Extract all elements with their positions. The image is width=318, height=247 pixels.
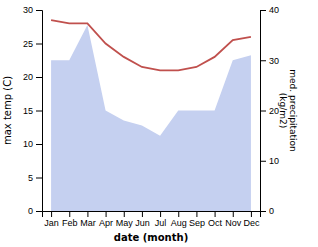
tick-mark bbox=[106, 211, 107, 217]
tick-mark bbox=[36, 178, 42, 179]
tick: Nov bbox=[225, 211, 242, 228]
tick-label: 15 bbox=[23, 106, 33, 116]
axis-line bbox=[36, 11, 43, 212]
tick-label: 40 bbox=[269, 5, 279, 15]
tick-label: May bbox=[116, 218, 134, 228]
tick: 0 bbox=[28, 206, 42, 216]
tick-mark bbox=[233, 211, 234, 217]
tick-label: 20 bbox=[269, 106, 279, 116]
tick: 20 bbox=[260, 106, 279, 116]
tick: May bbox=[116, 211, 134, 228]
tick-mark bbox=[178, 211, 179, 217]
tick-mark bbox=[36, 77, 42, 78]
tick-label: 10 bbox=[23, 139, 33, 149]
y-axis-title: max temp (C) bbox=[2, 76, 13, 145]
tick-label: 5 bbox=[28, 173, 33, 183]
y2-axis-title-line: med. precipitation bbox=[288, 69, 298, 151]
tick-label: Aug bbox=[171, 218, 187, 228]
tick-mark bbox=[36, 10, 42, 11]
tick-mark bbox=[87, 211, 88, 217]
tick-mark bbox=[260, 60, 266, 61]
tick-mark bbox=[124, 211, 125, 217]
marks bbox=[51, 20, 251, 211]
x-axis: JanFebMarAprMayJun Jul AugSepOctNovDec bbox=[43, 211, 261, 228]
tick-label: 30 bbox=[269, 56, 279, 66]
tick-label: Feb bbox=[62, 218, 78, 228]
tick-label: Nov bbox=[225, 218, 242, 228]
tick: Jan bbox=[44, 211, 59, 228]
tick: Jun bbox=[135, 211, 150, 228]
tick-mark bbox=[251, 211, 252, 217]
tick-label: Mar bbox=[80, 218, 96, 228]
tick-label: 20 bbox=[23, 72, 33, 82]
tick: Oct bbox=[208, 211, 223, 228]
axis-line bbox=[261, 11, 267, 212]
tick: Feb bbox=[62, 211, 78, 228]
y-axis: 0 5 10 15 20 25 30 bbox=[23, 5, 43, 216]
tick-label: 0 bbox=[28, 206, 33, 216]
tick: Aug bbox=[171, 211, 187, 228]
tick-mark bbox=[260, 161, 266, 162]
tick: Dec bbox=[243, 211, 260, 228]
tick: 0 bbox=[260, 206, 274, 216]
tick: Mar bbox=[80, 211, 96, 228]
tick: 20 bbox=[23, 72, 42, 82]
tick-mark bbox=[215, 211, 216, 217]
tick-mark bbox=[160, 211, 161, 217]
tick: Sep bbox=[189, 211, 205, 228]
tick: Apr bbox=[99, 211, 113, 228]
tick-mark bbox=[51, 211, 52, 217]
tick: 10 bbox=[23, 139, 42, 149]
tick-mark bbox=[36, 211, 42, 212]
tick-label: Jul bbox=[155, 218, 167, 228]
line bbox=[51, 20, 251, 70]
tick-label: 30 bbox=[23, 5, 33, 15]
tick: 15 bbox=[23, 106, 42, 116]
tick-label: Sep bbox=[189, 218, 205, 228]
tick-label: Oct bbox=[208, 218, 223, 228]
y2-axis-title: med. precipitation(kg/m2) bbox=[278, 69, 298, 151]
tick: 40 bbox=[260, 5, 279, 15]
y2-axis-title-line: (kg/m2) bbox=[278, 93, 288, 128]
tick: Jul bbox=[155, 211, 167, 228]
x-axis-title: date (month) bbox=[114, 232, 188, 243]
tick: 30 bbox=[260, 56, 279, 66]
tick-mark bbox=[260, 111, 266, 112]
tick: 5 bbox=[28, 173, 42, 183]
tick-mark bbox=[36, 111, 42, 112]
tick-label: 10 bbox=[269, 156, 279, 166]
tick-mark bbox=[36, 144, 42, 145]
tick-mark bbox=[196, 211, 197, 217]
tick: 10 bbox=[260, 156, 279, 166]
tick-label: Apr bbox=[99, 218, 113, 228]
tick-mark bbox=[260, 211, 266, 212]
tick-mark bbox=[142, 211, 143, 217]
axis-line bbox=[43, 212, 261, 218]
tick-label: 0 bbox=[269, 206, 274, 216]
tick: 25 bbox=[23, 39, 42, 49]
area bbox=[51, 25, 251, 211]
y2-axis: 0 10 20 30 40 bbox=[260, 5, 279, 216]
plot-area: JanFebMarAprMayJun Jul AugSepOctNovDec 0 5 10… bbox=[23, 5, 279, 228]
tick-label: 25 bbox=[23, 39, 33, 49]
tick-label: Jun bbox=[135, 218, 150, 228]
tick-mark bbox=[69, 211, 70, 217]
chart: JanFebMarAprMayJun Jul AugSepOctNovDec 0 5 10… bbox=[0, 0, 318, 247]
tick-label: Jan bbox=[44, 218, 59, 228]
tick-mark bbox=[36, 44, 42, 45]
tick-label: Dec bbox=[243, 218, 260, 228]
tick-mark bbox=[260, 10, 266, 11]
tick: 30 bbox=[23, 5, 42, 15]
